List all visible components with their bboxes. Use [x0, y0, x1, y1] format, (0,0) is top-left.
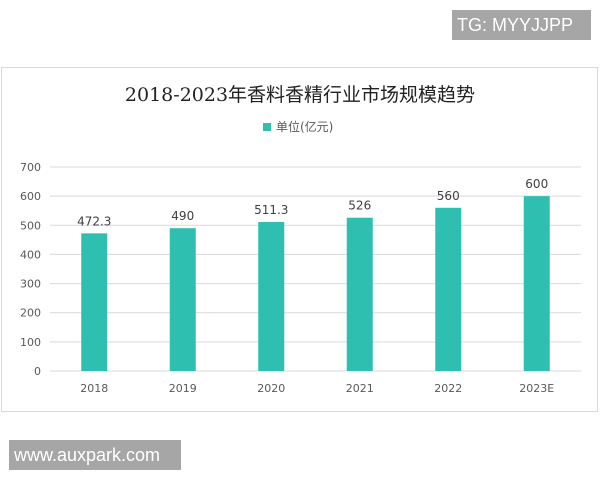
y-tick-label: 200: [20, 307, 41, 320]
y-tick-label: 700: [20, 161, 41, 174]
x-tick-label: 2022: [434, 382, 462, 395]
bar-2018: [81, 233, 108, 371]
y-tick-label: 300: [20, 278, 41, 291]
y-tick-label: 0: [34, 365, 41, 378]
chart-frame: [1, 67, 598, 412]
x-tick-label: 2020: [257, 382, 285, 395]
watermark-tg: TG: MYYJJPP: [452, 10, 591, 40]
chart-title: 2018-2023年香料香精行业市场规模趋势: [125, 84, 475, 106]
data-label: 600: [525, 177, 548, 191]
data-label: 490: [171, 209, 194, 223]
x-tick-label: 2018: [80, 382, 108, 395]
bar-2022: [435, 207, 462, 371]
data-label: 526: [348, 199, 371, 213]
bar-2020: [258, 221, 285, 371]
y-tick-label: 600: [20, 190, 41, 203]
data-label: 560: [437, 189, 460, 203]
x-tick-label: 2021: [346, 382, 374, 395]
x-tick-label: 2019: [169, 382, 197, 395]
legend-label: 单位(亿元): [276, 119, 333, 134]
watermark-url: www.auxpark.com: [9, 440, 181, 470]
data-label: 472.3: [77, 214, 111, 228]
data-label: 511.3: [254, 203, 288, 217]
bar-2023E: [523, 196, 550, 371]
bar-2019: [169, 228, 196, 371]
y-tick-label: 100: [20, 336, 41, 349]
bar-2021: [346, 217, 373, 371]
legend-swatch: [263, 123, 271, 131]
x-tick-label: 2023E: [519, 382, 554, 395]
y-tick-label: 400: [20, 248, 41, 261]
y-tick-label: 500: [20, 219, 41, 232]
